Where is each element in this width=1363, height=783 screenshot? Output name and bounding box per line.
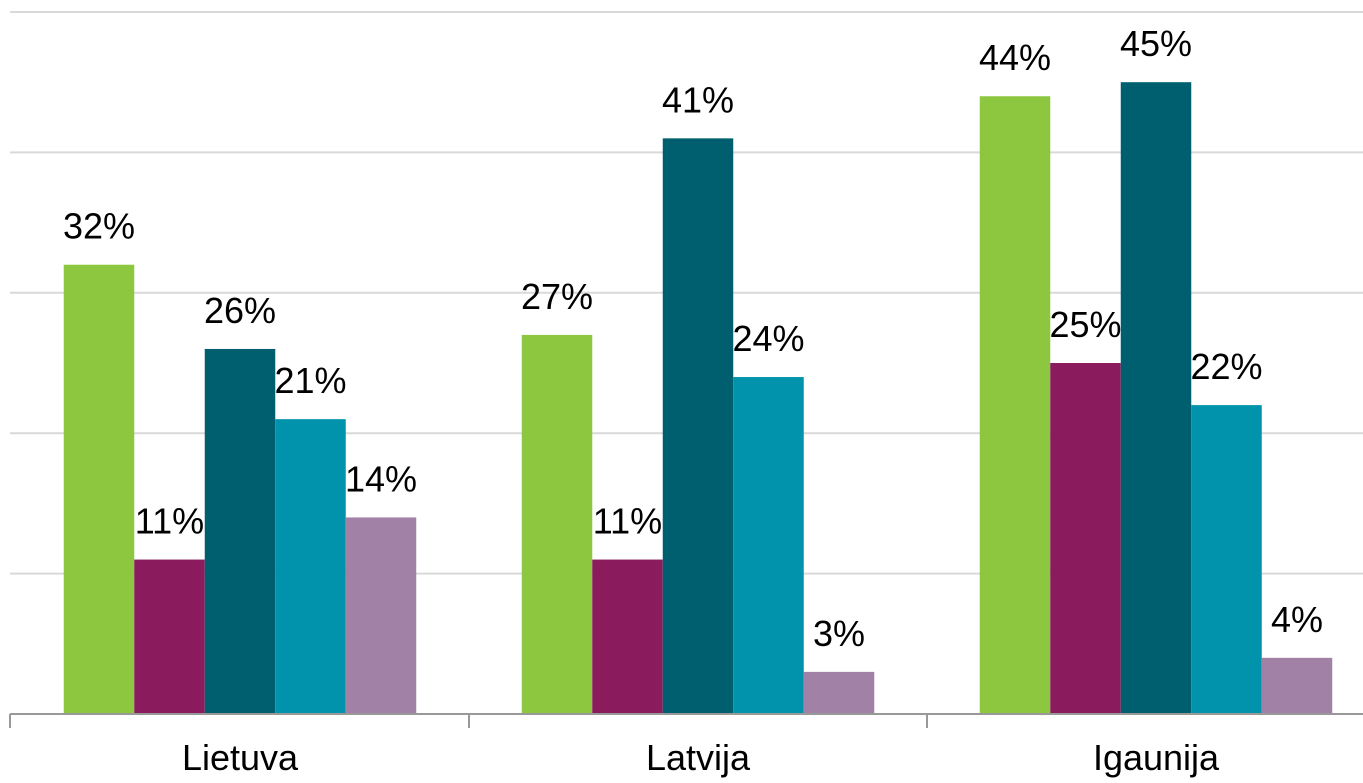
category-label: Latvija	[646, 737, 751, 778]
bar	[662, 138, 734, 715]
data-labels: 32% 11% 26% 21% 14% 27% 11% 41% 24% 3% 44% 25% 45% 22…	[63, 23, 1323, 654]
bar	[733, 377, 804, 714]
data-label: 25%	[1049, 304, 1121, 345]
bar	[1120, 82, 1192, 714]
category-label: Lietuva	[182, 737, 299, 778]
x-axis	[9, 713, 1363, 728]
data-label: 11%	[135, 501, 204, 542]
bar	[345, 517, 417, 714]
data-label: 14%	[345, 458, 417, 499]
category-label: Igaunija	[1093, 737, 1220, 778]
bar	[592, 559, 663, 714]
data-label: 4%	[1271, 599, 1323, 640]
data-label: 27%	[521, 276, 593, 317]
bar	[979, 96, 1051, 715]
data-label: 45%	[1120, 23, 1192, 64]
data-label: 26%	[204, 290, 276, 331]
bar	[1191, 405, 1262, 714]
bar	[204, 348, 276, 714]
data-label: 3%	[813, 613, 865, 654]
data-label: 11%	[593, 501, 662, 542]
bar	[275, 419, 346, 714]
data-label: 32%	[63, 206, 135, 247]
bar	[134, 559, 205, 714]
data-label: 22%	[1190, 346, 1262, 387]
bar	[803, 671, 875, 714]
category-labels: Lietuva Latvija Igaunija	[182, 737, 1220, 778]
bar	[63, 264, 135, 714]
bars	[63, 82, 1333, 715]
data-label: 24%	[732, 318, 804, 359]
bar	[1050, 363, 1121, 714]
data-label: 44%	[979, 37, 1051, 78]
bar	[521, 334, 593, 714]
data-label: 41%	[662, 79, 734, 120]
data-label: 21%	[274, 360, 346, 401]
bar	[1261, 657, 1333, 714]
